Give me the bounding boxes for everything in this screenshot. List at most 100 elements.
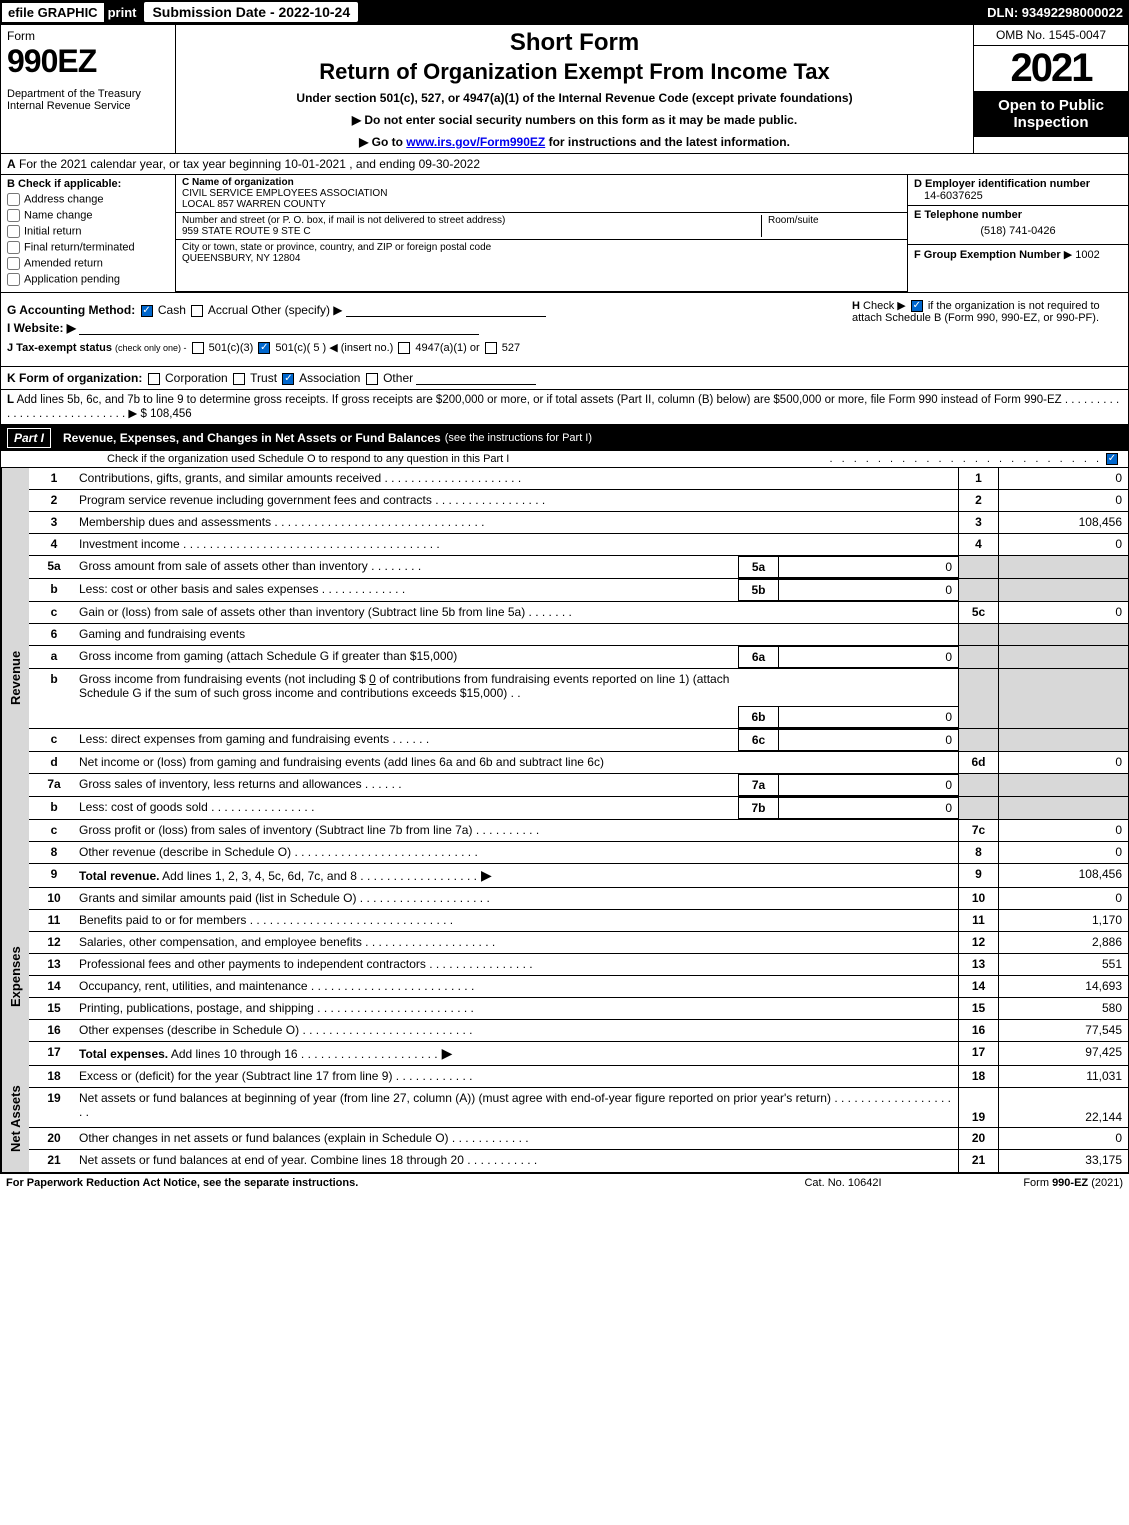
j-label: J Tax-exempt status — [7, 342, 112, 354]
form-990ez: Form 990EZ Department of the Treasury In… — [0, 24, 1129, 1173]
footer-left: For Paperwork Reduction Act Notice, see … — [6, 1177, 743, 1189]
line-7a: 7aGross sales of inventory, less returns… — [29, 774, 1128, 797]
sched-o-text: Check if the organization used Schedule … — [7, 453, 829, 465]
city-value: QUEENSBURY, NY 12804 — [182, 253, 901, 264]
chk-501c3[interactable] — [192, 342, 204, 354]
e-tel-block: E Telephone number (518) 741-0426 — [908, 206, 1128, 245]
line-18: 18Excess or (deficit) for the year (Subt… — [29, 1066, 1128, 1088]
goto-line: ▶ Go to www.irs.gov/Form990EZ for instru… — [180, 135, 969, 149]
h-check-text: Check ▶ — [863, 300, 906, 312]
line-17: 17Total expenses. Add lines 10 through 1… — [29, 1042, 1128, 1066]
i-website: I Website: ▶ — [7, 321, 842, 335]
chk-application-pending[interactable]: Application pending — [7, 273, 169, 286]
chk-501c[interactable] — [258, 342, 270, 354]
part-1-header: Part I Revenue, Expenses, and Changes in… — [1, 425, 1128, 451]
d-label: D Employer identification number — [914, 178, 1122, 190]
g-accounting: G Accounting Method: Cash Accrual Other … — [7, 303, 842, 317]
line-9: 9Total revenue. Add lines 1, 2, 3, 4, 5c… — [29, 864, 1128, 888]
line-7b: bLess: cost of goods sold . . . . . . . … — [29, 797, 1128, 820]
b-letter: B — [7, 178, 15, 190]
form-header: Form 990EZ Department of the Treasury In… — [1, 25, 1128, 154]
j-tax-exempt: J Tax-exempt status (check only one) - 5… — [7, 339, 842, 356]
expenses-side-label: Expenses — [1, 888, 29, 1066]
chk-trust[interactable] — [233, 373, 245, 385]
line-10: 10Grants and similar amounts paid (list … — [29, 888, 1128, 910]
line-6b: bGross income from fundraising events (n… — [29, 669, 1128, 729]
room-label: Room/suite — [761, 215, 901, 237]
sched-o-check-row: Check if the organization used Schedule … — [1, 451, 1128, 468]
chk-schedule-b[interactable] — [911, 300, 923, 312]
line-6a: aGross income from gaming (attach Schedu… — [29, 646, 1128, 669]
submission-date: Submission Date - 2022-10-24 — [144, 2, 358, 22]
revenue-side-label: Revenue — [1, 468, 29, 888]
chk-4947[interactable] — [398, 342, 410, 354]
line-15: 15Printing, publications, postage, and s… — [29, 998, 1128, 1020]
d-ein-block: D Employer identification number 14-6037… — [908, 175, 1128, 206]
chk-sched-o[interactable] — [1106, 453, 1118, 465]
section-b: B Check if applicable: Address change Na… — [1, 175, 176, 292]
chk-association[interactable] — [282, 373, 294, 385]
print-label[interactable]: print — [108, 5, 137, 20]
netassets-side-label: Net Assets — [1, 1066, 29, 1172]
line-21: 21Net assets or fund balances at end of … — [29, 1150, 1128, 1172]
line-14: 14Occupancy, rent, utilities, and mainte… — [29, 976, 1128, 998]
i-label: I Website: ▶ — [7, 321, 76, 335]
chk-527[interactable] — [485, 342, 497, 354]
line-5b: bLess: cost or other basis and sales exp… — [29, 579, 1128, 602]
line-20: 20Other changes in net assets or fund ba… — [29, 1128, 1128, 1150]
tax-year: 2021 — [974, 46, 1128, 91]
line-13: 13Professional fees and other payments t… — [29, 954, 1128, 976]
top-toolbar: efile GRAPHIC print Submission Date - 20… — [0, 0, 1129, 24]
l-letter: L — [7, 394, 14, 406]
header-left: Form 990EZ Department of the Treasury In… — [1, 25, 176, 153]
line-19: 19Net assets or fund balances at beginni… — [29, 1088, 1128, 1128]
website-input[interactable] — [79, 321, 479, 335]
irs-link[interactable]: www.irs.gov/Form990EZ — [406, 135, 545, 149]
chk-amended-return[interactable]: Amended return — [7, 257, 169, 270]
line-5c: cGain or (loss) from sale of assets othe… — [29, 602, 1128, 624]
line-1: 1Contributions, gifts, grants, and simil… — [29, 468, 1128, 490]
chk-cash[interactable] — [141, 305, 153, 317]
chk-accrual[interactable] — [191, 305, 203, 317]
no-ssn-line: ▶ Do not enter social security numbers o… — [180, 113, 969, 127]
line-2: 2Program service revenue including gover… — [29, 490, 1128, 512]
chk-initial-return[interactable]: Initial return — [7, 225, 169, 238]
chk-corporation[interactable] — [148, 373, 160, 385]
line-6c: cLess: direct expenses from gaming and f… — [29, 729, 1128, 752]
g-other-input[interactable] — [346, 303, 546, 317]
header-right: OMB No. 1545-0047 2021 Open to Public In… — [973, 25, 1128, 153]
part-1-label: Part I — [7, 428, 51, 448]
part-1-sub: (see the instructions for Part I) — [445, 432, 592, 444]
revenue-section: Revenue 1Contributions, gifts, grants, a… — [1, 468, 1128, 888]
row-ghi: G Accounting Method: Cash Accrual Other … — [1, 293, 1128, 367]
line-8: 8Other revenue (describe in Schedule O) … — [29, 842, 1128, 864]
l-arrow: ▶ $ — [128, 408, 146, 420]
f-label: F Group Exemption Number — [914, 249, 1061, 261]
chk-address-change[interactable]: Address change — [7, 193, 169, 206]
e-label: E Telephone number — [914, 209, 1022, 221]
f-value: 1002 — [1075, 249, 1099, 261]
footer-cat-no: Cat. No. 10642I — [743, 1177, 943, 1189]
open-public: Open to Public Inspection — [974, 91, 1128, 137]
omb-number: OMB No. 1545-0047 — [974, 25, 1128, 46]
section-def: D Employer identification number 14-6037… — [908, 175, 1128, 292]
dln-label: DLN: 93492298000022 — [987, 5, 1123, 20]
other-org-input[interactable] — [416, 371, 536, 385]
g-label: G Accounting Method: — [7, 303, 135, 317]
info-block: B Check if applicable: Address change Na… — [1, 175, 1128, 293]
k-form-org: K Form of organization: Corporation Trus… — [1, 367, 1128, 390]
c-city-block: City or town, state or province, country… — [176, 240, 907, 292]
f-arrow: ▶ — [1064, 249, 1072, 261]
chk-other-org[interactable] — [366, 373, 378, 385]
h-block: H Check ▶ if the organization is not req… — [842, 299, 1122, 360]
net-assets-section: Net Assets 18Excess or (deficit) for the… — [1, 1066, 1128, 1172]
chk-name-change[interactable]: Name change — [7, 209, 169, 222]
chk-final-return[interactable]: Final return/terminated — [7, 241, 169, 254]
g-other: Other (specify) ▶ — [251, 303, 342, 317]
b-check-label: Check if applicable: — [18, 178, 121, 190]
header-center: Short Form Return of Organization Exempt… — [176, 25, 973, 153]
efile-label: efile GRAPHIC — [2, 3, 104, 22]
under-section: Under section 501(c), 527, or 4947(a)(1)… — [180, 91, 969, 105]
line-12: 12Salaries, other compensation, and empl… — [29, 932, 1128, 954]
part-1-title: Revenue, Expenses, and Changes in Net As… — [63, 431, 441, 445]
